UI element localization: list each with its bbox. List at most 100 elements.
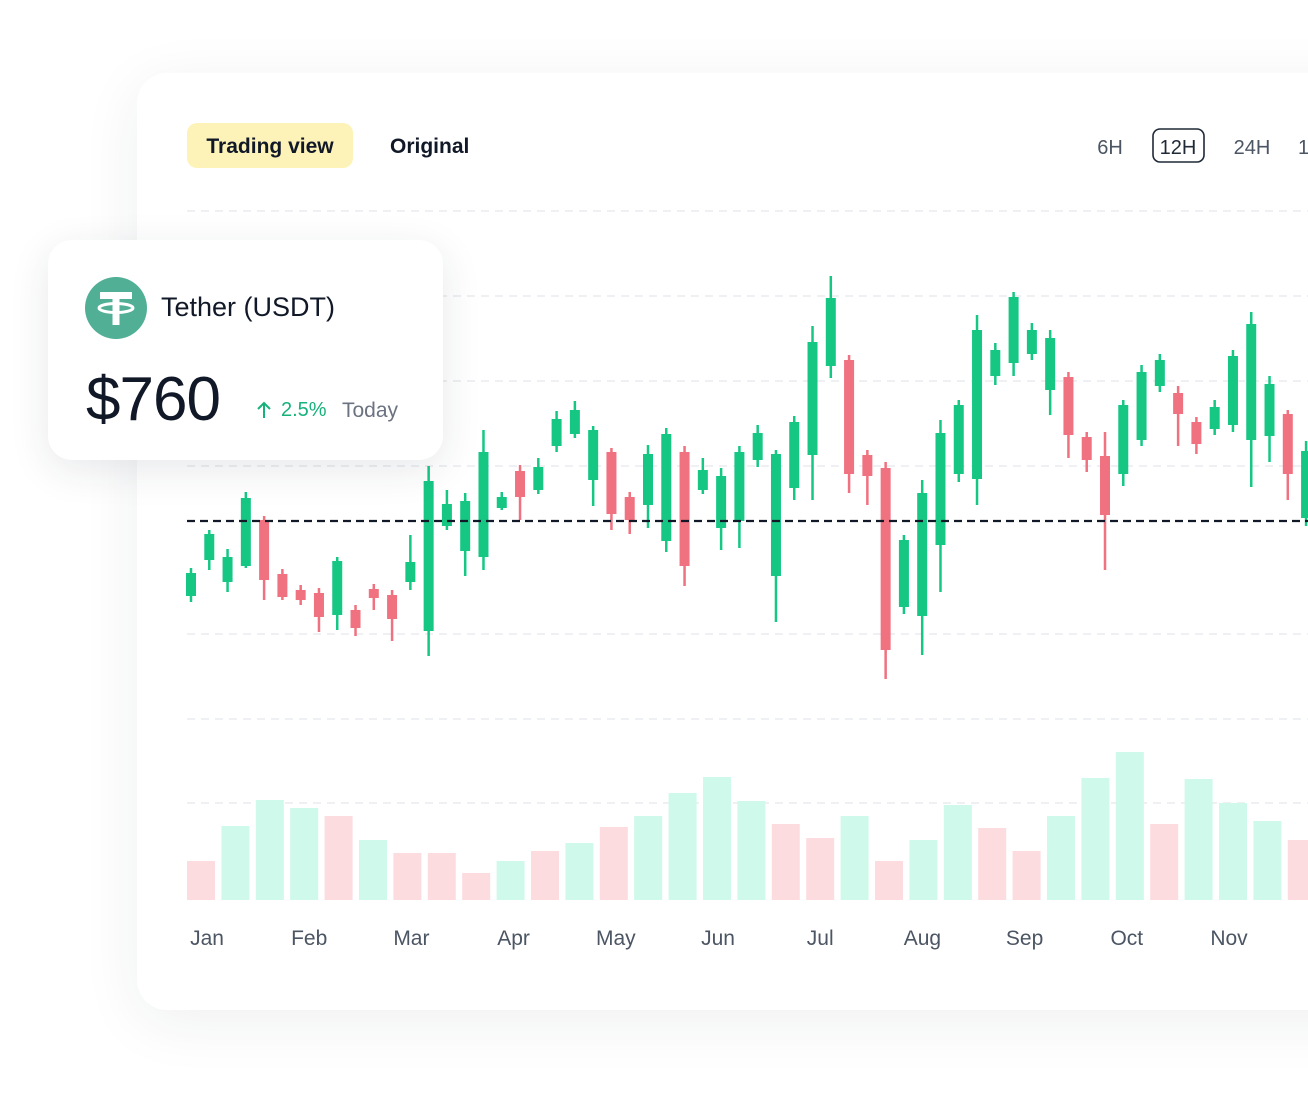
volume-bar (1219, 803, 1247, 900)
candle-body (533, 467, 544, 490)
token-card: Tether (USDT) $760 2.5% Today (48, 240, 443, 460)
candle-body (1063, 377, 1074, 435)
volume-bar (1012, 851, 1041, 900)
candle-body (569, 410, 580, 434)
candle-body (1191, 422, 1202, 444)
candle-body (460, 501, 471, 551)
range-button[interactable]: 6H (1097, 137, 1123, 159)
x-tick-label: Mar (393, 927, 429, 950)
candle-body (770, 454, 781, 576)
candle-body (1264, 384, 1275, 436)
volume-bar (1150, 824, 1179, 900)
volume-bar (496, 861, 525, 900)
candle-body (789, 422, 800, 488)
candle-body (935, 433, 946, 545)
candle-body (350, 610, 361, 628)
volume-bar (1115, 752, 1144, 900)
candle-body (588, 430, 599, 480)
volume-bar (462, 873, 491, 900)
candle-body (295, 590, 306, 600)
tab[interactable]: Trading view (206, 135, 334, 158)
x-tick-label: Jul (807, 927, 834, 950)
range-button[interactable]: 24H (1234, 137, 1271, 159)
candle-body (1227, 356, 1238, 425)
candle-body (1045, 338, 1056, 390)
volume-bar (943, 805, 972, 900)
candle-body (515, 471, 526, 497)
candle-body (1026, 330, 1037, 354)
candle-body (606, 452, 617, 514)
candle-body (972, 330, 983, 479)
volume-bar (531, 851, 559, 900)
volume-bar (737, 801, 766, 900)
x-tick-label: Nov (1210, 927, 1248, 950)
x-tick-label: Apr (497, 927, 530, 950)
candle-body (186, 573, 196, 596)
up-arrow (257, 401, 271, 418)
candle-body (716, 476, 727, 528)
candle-body (405, 562, 416, 582)
candle-body (551, 419, 562, 446)
volume-bar (599, 827, 628, 900)
token-change: 2.5% (281, 399, 327, 421)
candle-body (1154, 360, 1165, 386)
candle-body (1008, 297, 1019, 363)
volume-bar (1047, 816, 1075, 900)
candle-body (679, 452, 690, 566)
candle-body (423, 481, 434, 631)
change-period: Today (342, 399, 399, 422)
candle-body (990, 350, 1001, 376)
volume-bar (1287, 840, 1308, 900)
x-tick-label: Aug (904, 927, 941, 950)
candle-body (1173, 393, 1184, 414)
candle-body (752, 433, 763, 460)
candle-body (478, 452, 489, 557)
volume-bar (1253, 821, 1282, 900)
token-name: Tether (USDT) (161, 292, 336, 322)
candle-body (844, 360, 855, 474)
candle-body (441, 504, 452, 526)
volume-bar (359, 840, 387, 900)
candle-body (387, 595, 398, 619)
volume-bar (840, 816, 869, 900)
candle-body (1136, 372, 1147, 440)
candle-body (697, 470, 708, 490)
volume-bar (221, 826, 250, 900)
volume-bar (187, 861, 215, 900)
candle-body (332, 561, 343, 615)
candle-body (862, 455, 873, 476)
candle-body (1282, 414, 1293, 474)
volume-bar (668, 793, 697, 900)
candle-body (624, 497, 635, 520)
candle-body (825, 298, 836, 366)
token-icon (85, 277, 147, 339)
range-selected-box (1152, 128, 1205, 163)
candle-body (643, 454, 653, 505)
volume-bar (634, 816, 663, 900)
volume-bar (427, 853, 456, 900)
candle-body (898, 540, 909, 607)
volume-bar (290, 808, 319, 900)
tab[interactable]: Original (390, 135, 469, 158)
volume-bar (909, 840, 938, 900)
volume-bar (771, 824, 800, 900)
volume-bar (393, 853, 422, 900)
volume-bar (255, 800, 284, 900)
volume-bar (1184, 779, 1213, 900)
range-button[interactable]: 1 (1298, 137, 1308, 159)
candle-body (496, 497, 507, 508)
candle-body (368, 589, 379, 598)
candle-body (313, 593, 324, 617)
candle-body (1081, 437, 1092, 460)
x-tick-label: Jan (190, 927, 224, 950)
candle-body (807, 342, 818, 455)
volume-bar (565, 843, 594, 900)
range-button[interactable]: 12H (1160, 137, 1197, 159)
volume-bar (978, 828, 1007, 900)
candle-body (1246, 324, 1257, 440)
x-tick-label: Oct (1110, 927, 1143, 950)
candle-body (1301, 451, 1308, 518)
volume-bar (875, 861, 903, 900)
